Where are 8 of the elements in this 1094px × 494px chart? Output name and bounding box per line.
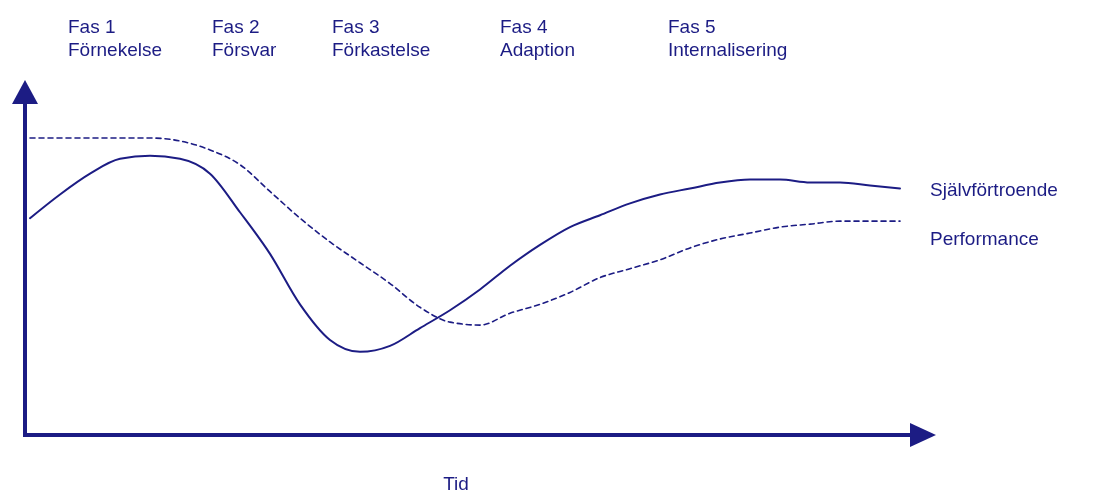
text: Fas 3 Förkastelse (332, 16, 431, 60)
text: Fas 4 Adaption (500, 16, 576, 60)
x-axis-title: Tid (443, 473, 469, 494)
series-label: Performance (930, 228, 1039, 250)
text: Fas 2 Försvar (212, 16, 278, 60)
text: Fas 5 Internalisering (668, 16, 788, 60)
series-label: Självförtroende (930, 179, 1058, 201)
text: Fas 1 Förnekelse (68, 16, 162, 60)
